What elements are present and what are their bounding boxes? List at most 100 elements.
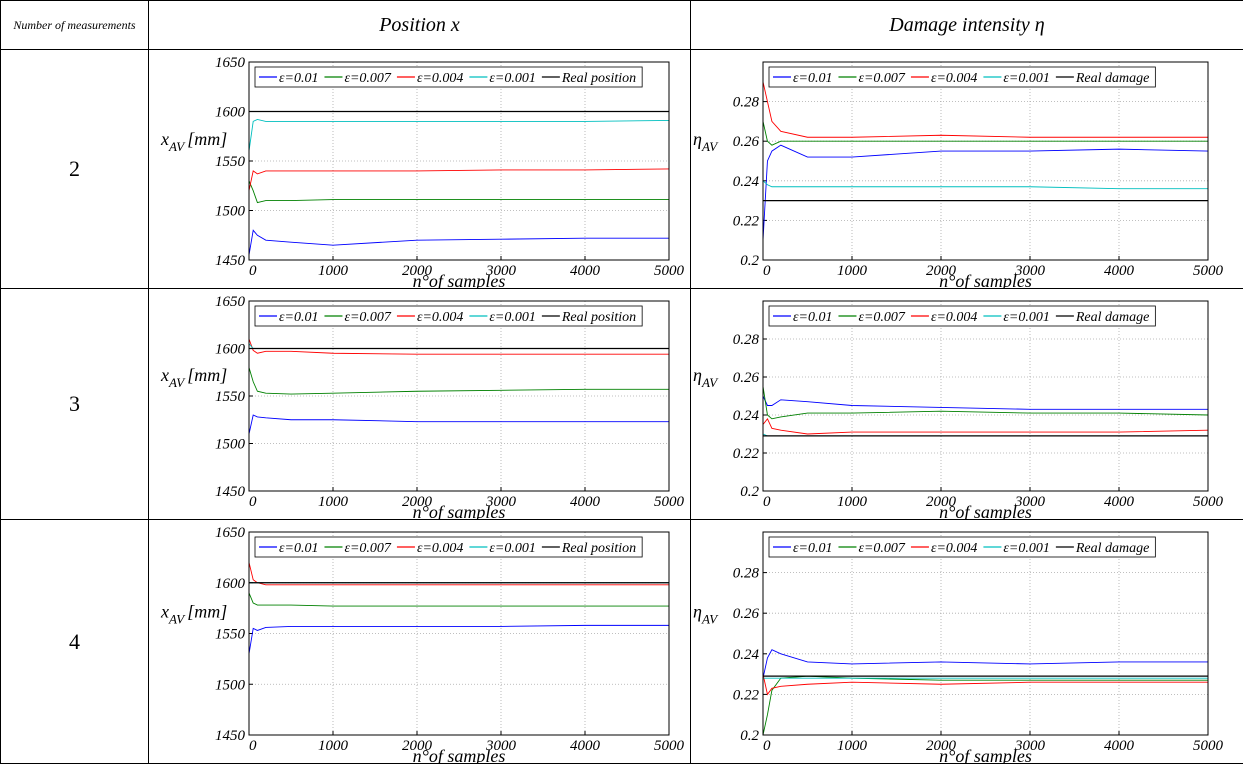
row-label: 4 xyxy=(0,519,149,764)
y-label-sub: AV xyxy=(168,139,186,154)
y-tick-label: 0.2 xyxy=(740,253,759,269)
x-tick-label: 1000 xyxy=(837,494,868,510)
legend-box xyxy=(254,536,643,558)
y-tick-label: 1500 xyxy=(215,677,246,693)
plot-frame xyxy=(248,531,670,736)
x-tick-label: 5000 xyxy=(1193,738,1224,754)
y-label-main: η xyxy=(693,365,702,385)
y-tick-label: 1450 xyxy=(215,728,246,744)
series-line xyxy=(248,367,669,395)
y-tick-label: 0.24 xyxy=(733,408,760,424)
legend-label: ε=0.01 xyxy=(279,310,318,325)
x-tick-label: 0 xyxy=(763,263,771,279)
series-line xyxy=(762,180,1208,190)
plot-frame xyxy=(762,61,1209,261)
x-tick-label: 2000 xyxy=(926,494,957,510)
y-tick-label: 0.26 xyxy=(733,606,760,622)
row-label: 2 xyxy=(0,49,149,289)
plot-frame xyxy=(762,531,1209,736)
x-axis-label: n°of samples xyxy=(413,502,506,519)
y-tick-label: 0.2 xyxy=(740,728,759,744)
y-tick-label: 0.24 xyxy=(733,647,760,663)
x-tick-label: 1000 xyxy=(318,738,349,754)
y-axis-label: xAV [mm] xyxy=(160,601,227,626)
y-label-unit: [mm] xyxy=(187,129,227,149)
y-tick-label: 0.22 xyxy=(733,446,760,462)
x-axis-label: n°of samples xyxy=(939,746,1032,763)
legend: ε=0.01 ε=0.007 ε=0.004 ε=0.001 Real damage xyxy=(768,66,1156,88)
series-line xyxy=(248,229,669,256)
x-tick-label: 3000 xyxy=(1014,263,1046,279)
series-line xyxy=(762,395,1208,410)
x-tick-label: 1000 xyxy=(318,494,349,510)
legend-label: ε=0.001 xyxy=(489,310,535,325)
legend-label: ε=0.007 xyxy=(858,310,905,325)
x-tick-label: 1000 xyxy=(837,263,868,279)
x-tick-label: 5000 xyxy=(654,494,685,510)
y-tick-label: 1600 xyxy=(215,576,246,592)
x-tick-label: 3000 xyxy=(485,494,517,510)
plot-area xyxy=(763,532,1208,735)
legend-label: ε=0.004 xyxy=(931,310,977,325)
x-tick-label: 4000 xyxy=(570,738,601,754)
y-tick-label: 0.28 xyxy=(733,566,760,582)
y-tick-label: 1500 xyxy=(215,437,246,453)
y-label-main: η xyxy=(693,601,702,621)
series-line xyxy=(248,180,669,204)
y-label-sub: AV xyxy=(701,611,719,626)
plot-frame xyxy=(248,61,670,261)
legend-label: ε=0.001 xyxy=(489,71,535,86)
y-tick-label: 0.26 xyxy=(733,370,760,386)
legend: ε=0.01 ε=0.007 ε=0.004 ε=0.001 Real damage xyxy=(768,536,1156,558)
legend-label: ε=0.007 xyxy=(344,71,391,86)
series-line xyxy=(762,386,1209,420)
series-line xyxy=(762,121,1208,146)
y-tick-label: 1450 xyxy=(215,484,246,500)
x-tick-label: 4000 xyxy=(570,263,601,279)
x-tick-label: 5000 xyxy=(1193,263,1224,279)
legend-box xyxy=(768,536,1156,558)
y-axis-label: ηAV xyxy=(693,365,719,390)
plot-area xyxy=(763,62,1208,260)
row: 4 1450 1500 1550 1600 1650 0 1000 2000 3000 4000 5… xyxy=(0,519,1243,764)
header-row: Number of measurements Position x Damage… xyxy=(0,0,1243,50)
x-tick-label: 0 xyxy=(249,738,257,754)
legend-label: ε=0.001 xyxy=(1003,310,1049,325)
y-tick-label: 1600 xyxy=(215,342,246,358)
chart-cell: 1450 1500 1550 1600 1650 0 1000 2000 3000 4000 500… xyxy=(148,49,691,289)
chart-cell: 0.2 0.22 0.24 0.26 0.28 0 1000 2000 3000 4000 5000… xyxy=(690,49,1243,289)
legend: ε=0.01 ε=0.007 ε=0.004 ε=0.001 Real position xyxy=(254,66,643,88)
y-tick-label: 0.24 xyxy=(733,174,760,190)
y-label-sub: AV xyxy=(701,139,719,154)
row: 2 1450 1500 1550 1600 1650 0 1000 2000 3000 4000 5… xyxy=(0,49,1243,289)
legend: ε=0.01 ε=0.007 ε=0.004 ε=0.001 Real position xyxy=(254,536,643,558)
legend-label: ε=0.001 xyxy=(1003,541,1049,556)
y-label-main: x xyxy=(160,601,169,621)
x-tick-label: 2000 xyxy=(402,738,433,754)
y-tick-label: 1550 xyxy=(215,154,246,170)
chart: 0.2 0.22 0.24 0.26 0.28 0 1000 2000 3000 4000 5000… xyxy=(693,300,1224,519)
row-label: 3 xyxy=(0,288,149,520)
chart-cell: 1450 1500 1550 1600 1650 0 1000 2000 3000 4000 500… xyxy=(148,288,691,520)
y-label-sub: AV xyxy=(701,375,719,390)
plot-frame xyxy=(762,300,1209,492)
x-tick-label: 5000 xyxy=(654,738,685,754)
y-tick-label: 0.22 xyxy=(733,213,760,229)
x-tick-label: 2000 xyxy=(402,494,433,510)
x-tick-label: 3000 xyxy=(1014,738,1046,754)
header-cell: Position x xyxy=(148,0,691,50)
y-tick-label: 0.28 xyxy=(733,95,760,111)
x-tick-label: 0 xyxy=(249,494,257,510)
y-tick-label: 1550 xyxy=(215,389,246,405)
series-line xyxy=(248,624,669,654)
y-axis-label: ηAV xyxy=(693,601,719,626)
x-tick-label: 1000 xyxy=(318,263,349,279)
header-cell: Damage intensity η xyxy=(690,0,1243,50)
x-tick-label: 3000 xyxy=(485,263,517,279)
x-tick-label: 2000 xyxy=(402,263,433,279)
y-label-main: x xyxy=(160,365,169,385)
y-tick-label: 1650 xyxy=(215,525,246,541)
chart: 0.2 0.22 0.24 0.26 0.28 0 1000 2000 3000 4000 5000… xyxy=(693,61,1224,288)
y-tick-label: 0.26 xyxy=(733,134,760,150)
